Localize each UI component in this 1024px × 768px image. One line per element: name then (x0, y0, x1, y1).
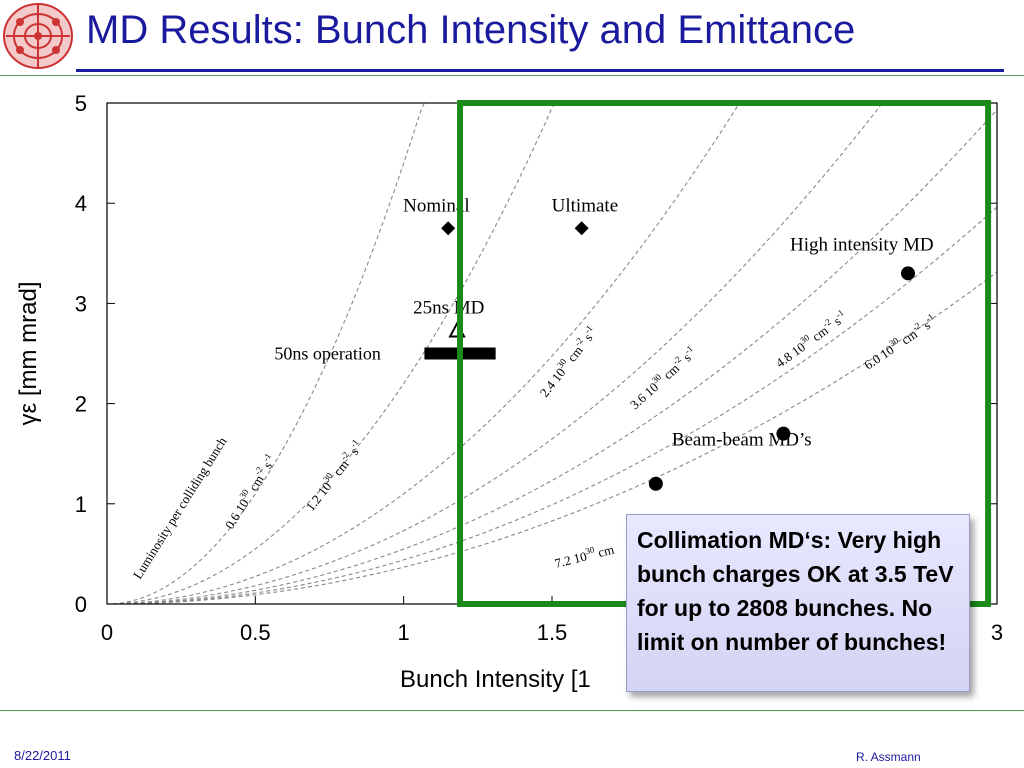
series-label: Nominal (403, 195, 470, 216)
x-axis-label: Bunch Intensity [1 (400, 666, 591, 693)
footer-date: 8/22/2011 (14, 748, 71, 763)
marker-circle (776, 426, 791, 441)
marker-circle (901, 266, 915, 281)
curve-label: 0.6 1030 cm-2 s-1 (220, 451, 279, 531)
y-tick-label: 4 (75, 191, 87, 216)
header-divider (0, 75, 1024, 76)
curve-label: 1.2 1030 cm-2 s-1 (301, 437, 366, 514)
luminosity-curve (112, 102, 885, 605)
x-tick-label: 0 (101, 620, 113, 645)
curve-label: 4.8 1030 cm-2 s-1 (772, 307, 850, 370)
y-tick-label: 5 (75, 91, 87, 116)
footer-author: R. Assmann (856, 750, 921, 764)
luminosity-curve (112, 271, 998, 605)
x-tick-label: 0.5 (240, 620, 271, 645)
collimation-callout: Collimation MD‘s: Very high bunch charge… (626, 514, 970, 692)
luminosity-title: Luminosity per colliding bunch (130, 434, 230, 582)
luminosity-curve (112, 102, 425, 605)
curve-label: 6.0 1030 cm-2 s-1 (860, 311, 939, 372)
curve-label: 3.6 1030 cm-2 s-1 (626, 343, 700, 412)
curve-label: 7.2 1030 cm (553, 540, 616, 571)
y-tick-label: 0 (75, 592, 87, 617)
title-underline (76, 69, 1004, 72)
footer-divider (0, 710, 1024, 711)
series-label: 25ns MD (413, 297, 484, 318)
curve-label: 2.4 1030 cm-2 s-1 (535, 323, 600, 400)
cern-logo-icon (3, 3, 73, 69)
slide-title: MD Results: Bunch Intensity and Emittanc… (86, 8, 856, 52)
marker-diamond (574, 221, 589, 236)
luminosity-curve (112, 206, 998, 605)
marker-circle (648, 476, 663, 491)
y-tick-label: 2 (75, 392, 87, 417)
y-axis-label: γε [mm mrad] (15, 281, 42, 425)
x-tick-label: 3 (991, 620, 1003, 645)
y-tick-label: 1 (75, 492, 87, 517)
series-label: High intensity MD (790, 234, 934, 255)
x-tick-label: 1.5 (537, 620, 568, 645)
y-tick-label: 3 (75, 291, 87, 316)
luminosity-curve (112, 109, 998, 605)
series-label: 50ns operation (274, 344, 380, 364)
luminosity-curve (112, 102, 743, 605)
x-tick-label: 1 (398, 620, 410, 645)
marker-diamond (441, 221, 456, 236)
series-label: Beam-beam MD’s (672, 430, 812, 451)
series-label: Ultimate (552, 195, 618, 216)
